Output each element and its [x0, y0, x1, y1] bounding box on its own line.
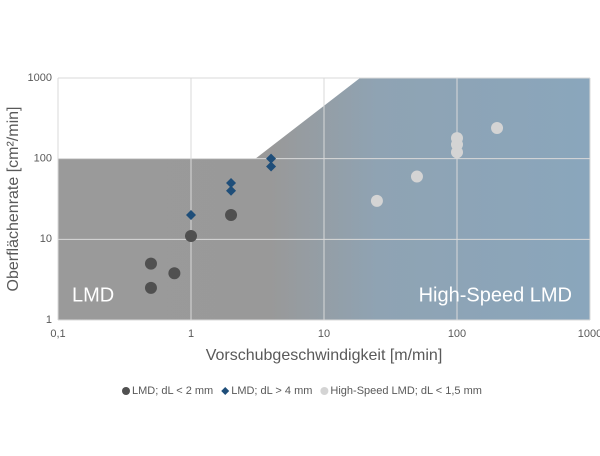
x-axis-title: Vorschubgeschwindigkeit [m/min]	[206, 347, 443, 364]
y-axis-title: Oberflächenrate [cm²/min]	[5, 107, 22, 292]
data-point	[144, 281, 157, 294]
annotation: LMD	[72, 284, 114, 306]
data-point	[144, 257, 157, 270]
annotation: High-Speed LMD	[419, 284, 572, 306]
y-tick-label: 100	[34, 153, 52, 165]
data-point	[226, 185, 237, 196]
data-point	[410, 170, 423, 183]
x-tick-label: 1	[188, 328, 194, 340]
legend-label: High-Speed LMD; dL < 1,5 mm	[330, 385, 482, 397]
legend: LMD; dL < 2 mm LMD; dL > 4 mm High-Speed L…	[122, 385, 482, 397]
x-tick-label: 10	[318, 328, 330, 340]
data-point	[225, 209, 238, 222]
data-point	[186, 210, 196, 221]
data-point	[451, 146, 463, 159]
data-point	[491, 121, 504, 134]
x-tick-label: 100	[448, 328, 466, 340]
data-point	[266, 161, 277, 172]
legend-label: LMD; dL < 2 mm	[132, 385, 213, 397]
legend-marker	[320, 387, 329, 395]
x-tick-label: 1000	[578, 328, 600, 340]
legend-marker	[122, 387, 130, 395]
legend-marker	[221, 387, 230, 395]
data-point	[370, 194, 383, 207]
y-tick-label: 10	[40, 233, 52, 245]
data-point	[226, 177, 237, 188]
y-tick-label: 1000	[28, 72, 52, 84]
x-tick-label: 0,1	[50, 328, 65, 340]
data-point	[168, 267, 181, 280]
data-point	[266, 153, 277, 164]
y-tick-label: 1	[46, 314, 52, 326]
data-point	[185, 229, 197, 242]
legend-label: LMD; dL > 4 mm	[231, 385, 312, 397]
